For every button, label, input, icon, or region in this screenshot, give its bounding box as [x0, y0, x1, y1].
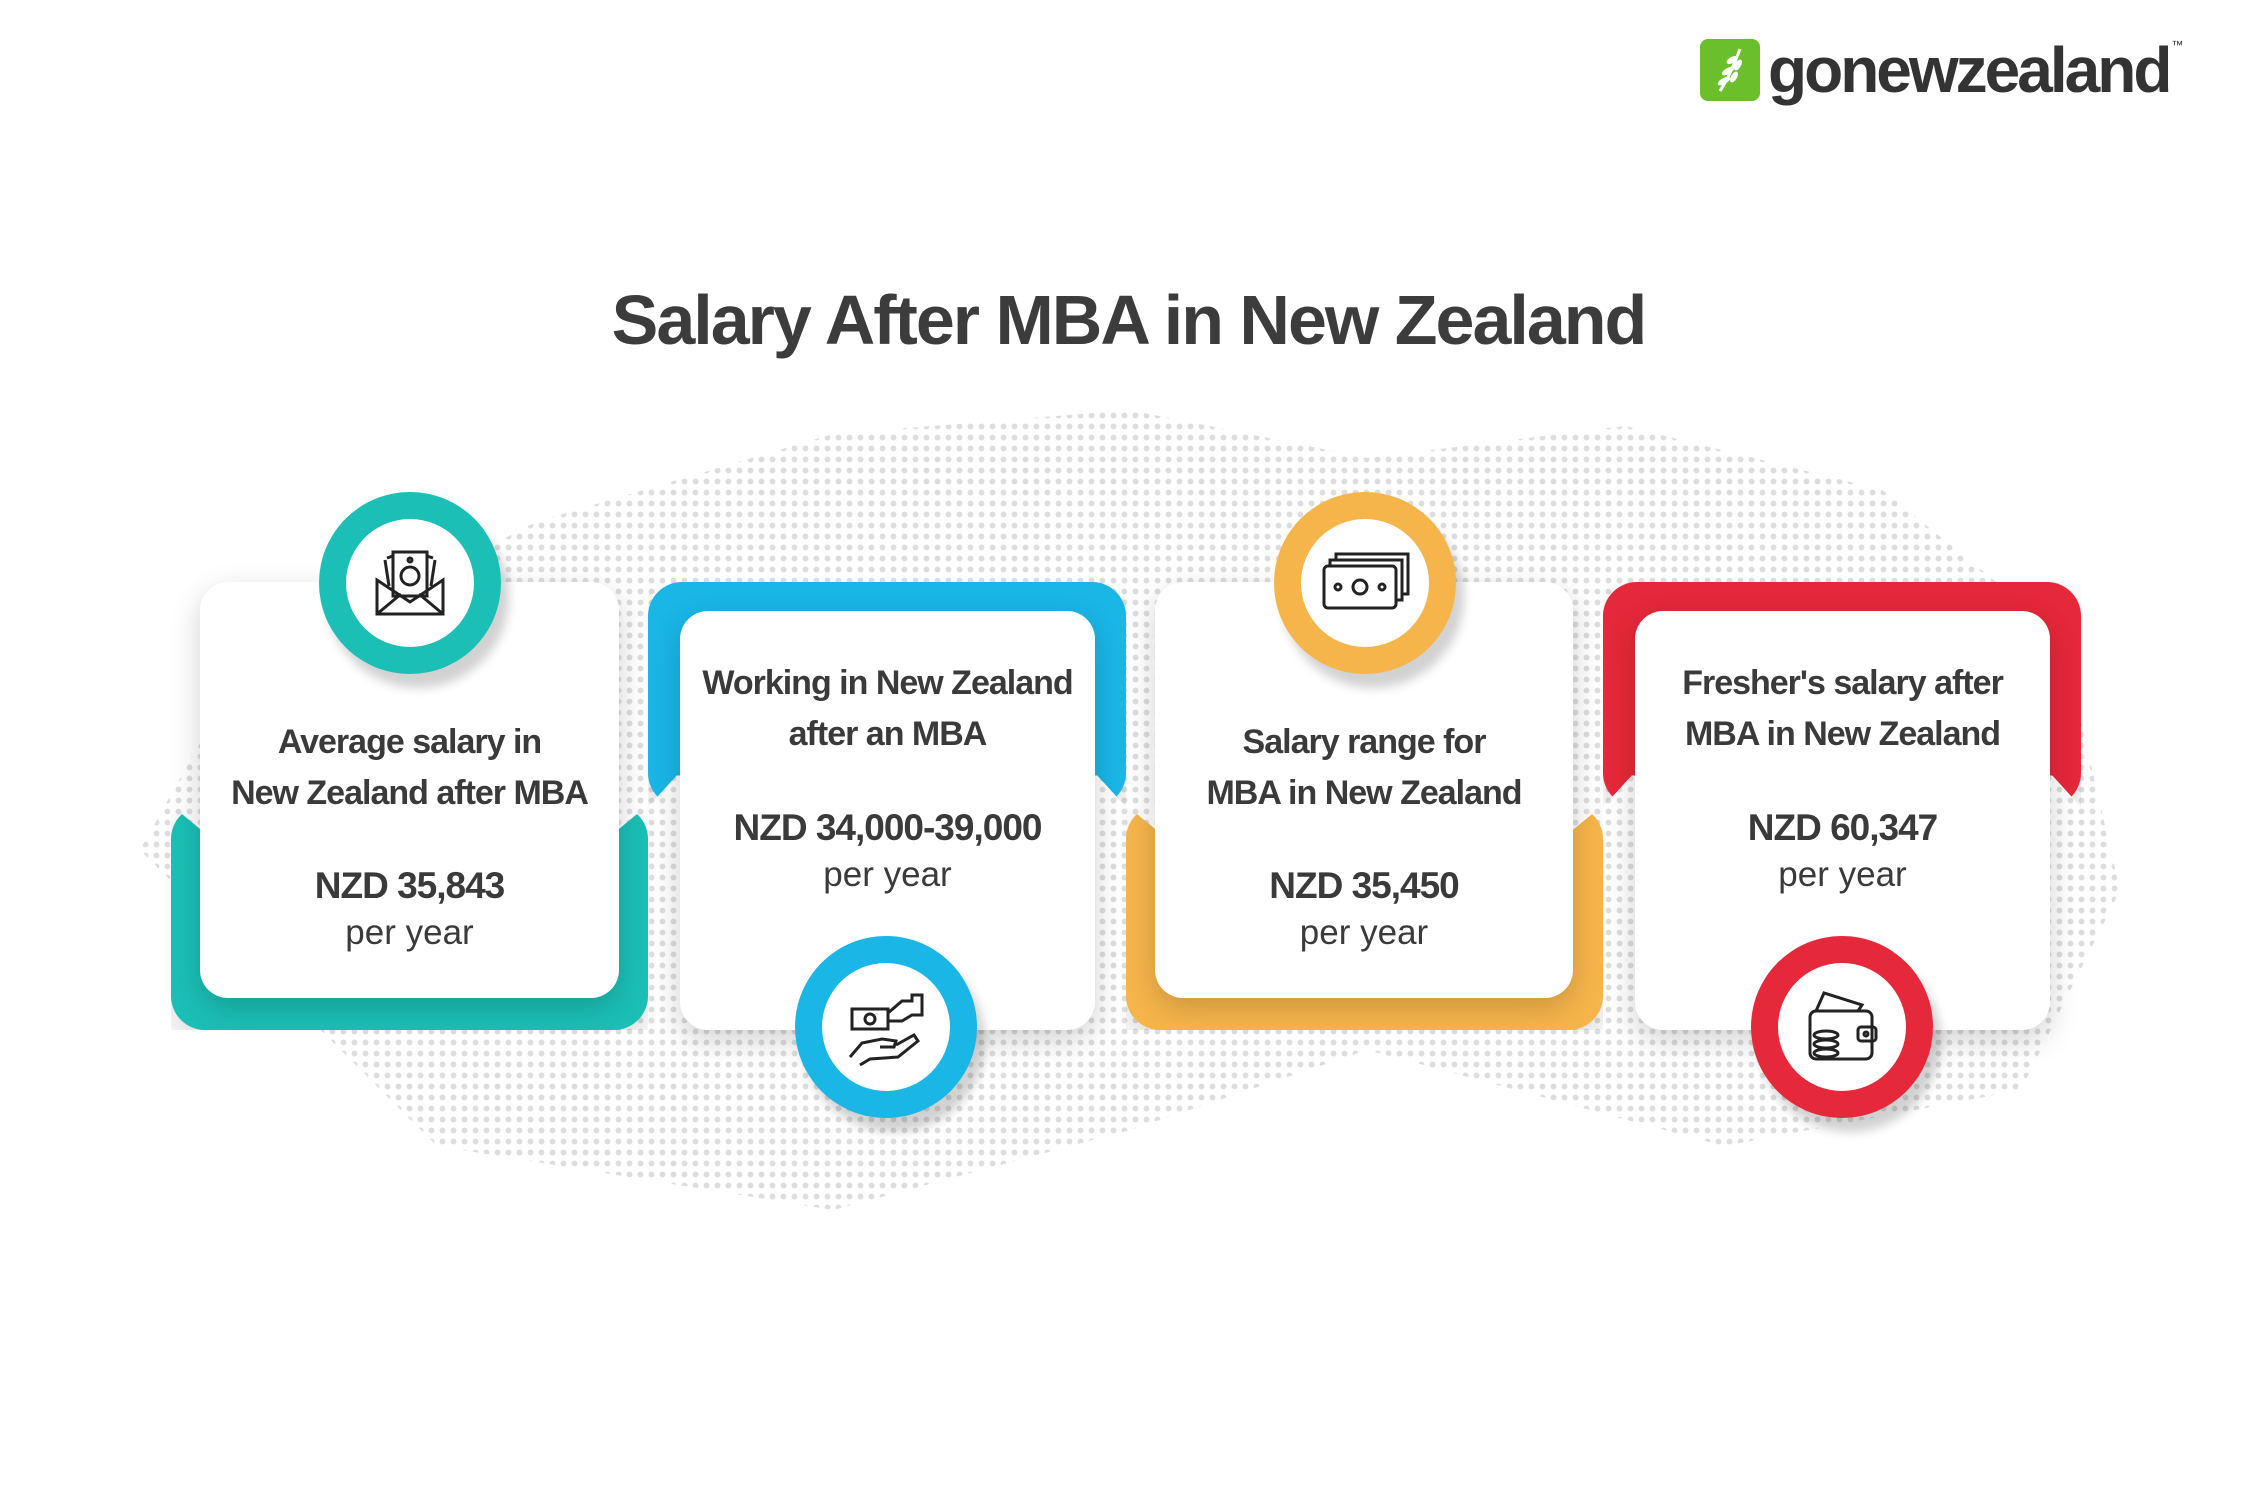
brand-logo: gonewzealand ™ — [1700, 38, 2183, 102]
card-4-icon-badge — [1751, 936, 1933, 1118]
hand-giving-money-icon — [848, 993, 924, 1067]
card-value: NZD 35,450 — [1269, 865, 1460, 906]
card-heading: Fresher's salary after MBA in New Zealand — [1682, 664, 2004, 753]
card-3-icon-badge — [1274, 492, 1456, 674]
card-period: per year — [823, 855, 952, 894]
card-value: NZD 34,000-39,000 — [733, 807, 1043, 848]
fern-leaf-icon — [1700, 39, 1760, 101]
card-heading: Average salary in New Zealand after MBA — [231, 723, 589, 812]
trademark: ™ — [2171, 38, 2184, 52]
page-title: Salary After MBA in New Zealand — [611, 281, 1648, 359]
card-value: NZD 60,347 — [1747, 807, 1939, 848]
card-1-icon-badge — [319, 492, 501, 674]
money-envelope-icon — [375, 550, 445, 616]
card-2-icon-badge — [795, 936, 977, 1118]
card-heading: Working in New Zealand after an MBA — [702, 664, 1073, 753]
wallet-coins-icon — [1808, 991, 1878, 1061]
card-period: per year — [1778, 855, 1907, 894]
card-heading: Salary range for MBA in New Zealand — [1206, 723, 1522, 812]
brand-name: gonewzealand — [1768, 34, 2172, 106]
card-period: per year — [345, 913, 474, 952]
card-period: per year — [1299, 913, 1429, 952]
card-value: NZD 35,843 — [314, 865, 506, 906]
banknotes-icon — [1322, 552, 1410, 610]
salary-card-average: Average salary in New Zealand after MBA N… — [200, 582, 619, 998]
